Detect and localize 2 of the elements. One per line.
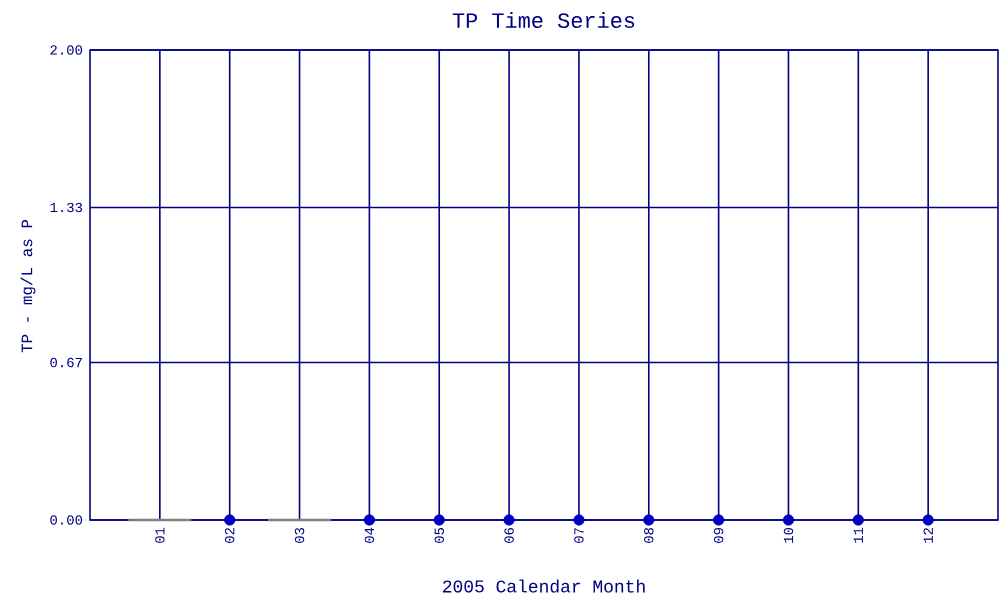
x-axis-title: 2005 Calendar Month (443, 579, 645, 593)
chart-title: TP Time Series (452, 11, 635, 29)
